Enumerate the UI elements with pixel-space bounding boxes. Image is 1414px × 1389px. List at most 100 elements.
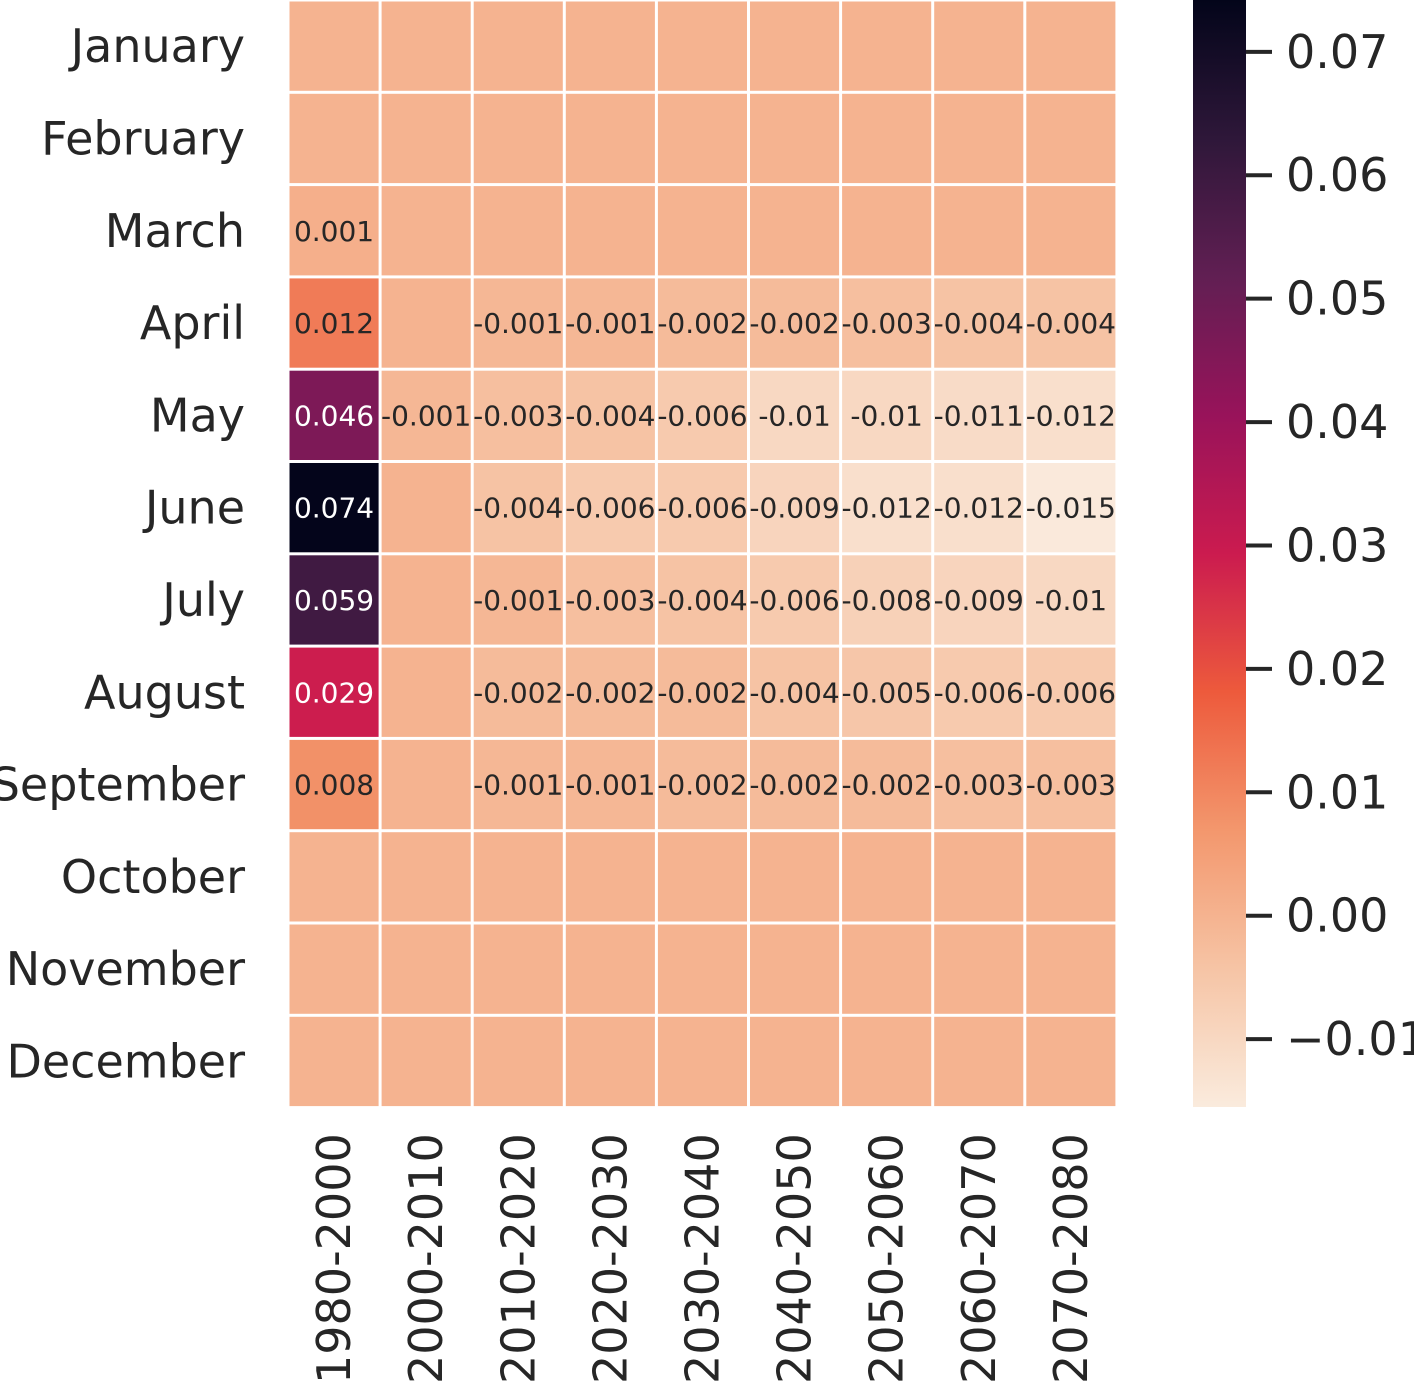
heatmap-cell — [842, 1016, 932, 1107]
heatmap-cell — [750, 93, 840, 184]
heatmap-cell — [750, 463, 840, 553]
heatmap-cell-label: -0.002 — [657, 307, 747, 340]
heatmap-cell — [473, 924, 563, 1014]
heatmap-cell — [473, 186, 563, 276]
heatmap-cell — [473, 647, 563, 737]
heatmap-cell-label: 0.012 — [294, 307, 374, 340]
heatmap-cell-label: 0.001 — [294, 215, 374, 248]
heatmap-cell-label: -0.001 — [473, 307, 563, 340]
x-tick-label: 2060-2070 — [952, 1133, 1006, 1384]
heatmap-cell-label: 0.059 — [294, 584, 374, 617]
heatmap-cell-label: -0.012 — [1026, 399, 1116, 432]
heatmap-cell — [657, 832, 747, 922]
heatmap-cell — [750, 832, 840, 922]
heatmap-cell — [565, 463, 655, 553]
heatmap-cell — [565, 1, 655, 91]
y-tick-label: April — [140, 296, 245, 350]
heatmap-cell-label: -0.005 — [842, 676, 932, 709]
y-tick-label: December — [6, 1034, 245, 1088]
heatmap-cell-label: -0.001 — [565, 307, 655, 340]
heatmap-cell — [1026, 370, 1116, 460]
heatmap-cell — [934, 555, 1024, 645]
heatmap-cell — [1026, 1, 1116, 91]
heatmap-cell — [934, 1, 1024, 91]
heatmap-cell — [657, 463, 747, 553]
heatmap-cell — [473, 463, 563, 553]
heatmap-cell — [565, 186, 655, 276]
y-tick-label: November — [6, 942, 245, 996]
y-tick-label: May — [150, 388, 245, 442]
heatmap-cell-label: -0.004 — [657, 584, 747, 617]
heatmap-cell — [842, 370, 932, 460]
y-tick-label: January — [68, 19, 245, 73]
y-tick-label: August — [84, 665, 245, 719]
heatmap-cell — [289, 93, 379, 184]
heatmap-cell-label: -0.006 — [657, 399, 747, 432]
heatmap-cell-label: 0.046 — [294, 399, 374, 432]
heatmap-cell — [381, 924, 471, 1014]
colorbar-tick-label: −0.01 — [1286, 1012, 1414, 1066]
heatmap-cell — [473, 739, 563, 830]
heatmap-cell — [842, 93, 932, 184]
heatmap-cell — [1026, 555, 1116, 645]
colorbar: 0.07 0.06 0.05 0.04 0.03 0.02 0.01 0.00 −0.01 — [1193, 0, 1414, 1107]
colorbar-tick-label: 0.03 — [1286, 518, 1388, 572]
heatmap-cell-label: -0.006 — [565, 492, 655, 525]
heatmap-cell — [473, 93, 563, 184]
colorbar-tick-label: 0.04 — [1286, 395, 1388, 449]
heatmap-cell — [1026, 93, 1116, 184]
heatmap-cell-label: -0.011 — [934, 399, 1024, 432]
heatmap-cell-label: -0.012 — [842, 492, 932, 525]
heatmap-cell-label: -0.001 — [473, 769, 563, 802]
heatmap-cell — [842, 555, 932, 645]
heatmap-cell — [842, 739, 932, 830]
heatmap-cell-label: -0.001 — [381, 399, 471, 432]
heatmap-cell — [842, 278, 932, 368]
heatmap-cell — [842, 647, 932, 737]
heatmap-cell — [934, 370, 1024, 460]
heatmap-cell — [565, 370, 655, 460]
heatmap-cell — [381, 739, 471, 830]
heatmap-cell — [289, 924, 379, 1014]
heatmap-cell — [842, 924, 932, 1014]
heatmap-cell — [289, 832, 379, 922]
y-tick-label: September — [0, 758, 245, 812]
heatmap-cell-label: -0.003 — [842, 307, 932, 340]
heatmap-cell — [381, 463, 471, 553]
heatmap-cell — [289, 739, 379, 830]
heatmap-cell — [381, 93, 471, 184]
heatmap-cell — [934, 924, 1024, 1014]
heatmap-cell — [473, 370, 563, 460]
heatmap-cell — [934, 93, 1024, 184]
x-axis-tick-labels: 1980-2000 2000-2010 2010-2020 2020-2030 2030… — [307, 1133, 1098, 1384]
heatmap-cell — [289, 186, 379, 276]
y-tick-label: February — [41, 111, 245, 165]
heatmap-cell-label: -0.004 — [749, 676, 839, 709]
heatmap-cell — [381, 278, 471, 368]
heatmap-cell — [565, 93, 655, 184]
heatmap-cell — [565, 278, 655, 368]
x-tick-label: 2030-2040 — [675, 1133, 729, 1384]
heatmap-cell — [657, 370, 747, 460]
heatmap-cell-label: -0.009 — [934, 584, 1024, 617]
heatmap-cell — [381, 370, 471, 460]
heatmap-cell — [1026, 647, 1116, 737]
heatmap-cell — [657, 278, 747, 368]
x-tick-label: 2070-2080 — [1044, 1133, 1098, 1384]
heatmap-cell-label: -0.003 — [934, 769, 1024, 802]
heatmap-cell-label: -0.002 — [749, 307, 839, 340]
heatmap-cell — [1026, 463, 1116, 553]
heatmap-cell — [381, 555, 471, 645]
x-tick-label: 2050-2060 — [860, 1133, 914, 1384]
x-tick-label: 2010-2020 — [491, 1133, 545, 1384]
heatmap-cell — [565, 924, 655, 1014]
heatmap-cell-label: 0.029 — [294, 676, 374, 709]
heatmap-cell — [1026, 186, 1116, 276]
heatmap-cell — [750, 739, 840, 830]
heatmap-cell-label: -0.002 — [473, 676, 563, 709]
heatmap-cell-label: -0.002 — [842, 769, 932, 802]
heatmap-cell — [289, 647, 379, 737]
heatmap-cell-label: -0.009 — [749, 492, 839, 525]
heatmap-cell-label: -0.003 — [565, 584, 655, 617]
